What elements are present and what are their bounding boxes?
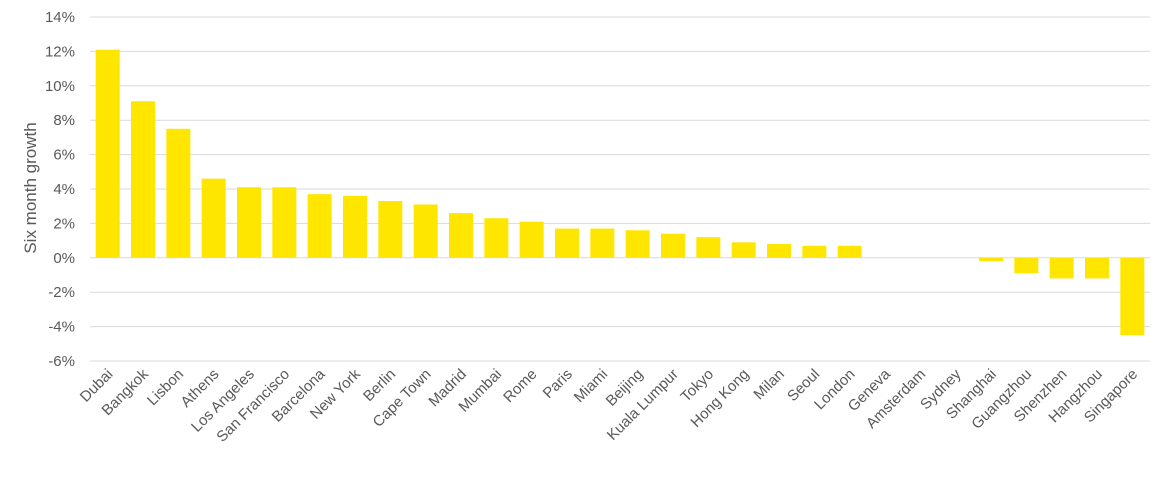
bar-hong-kong <box>731 242 756 258</box>
x-tick-label: Paris <box>540 366 576 402</box>
bar-barcelona <box>307 194 332 258</box>
bar-paris <box>555 228 579 258</box>
gridlines <box>90 16 1150 362</box>
bar-tokyo <box>696 237 721 258</box>
bar-new-york <box>343 195 367 258</box>
bar-cape-town <box>413 204 438 258</box>
y-tick-label: 6% <box>53 147 75 164</box>
y-tick-label: 2% <box>53 215 75 232</box>
y-axis-ticks: -6% -4% -2% 0% 2% 4% 6% 8% 10% 12% 14% <box>45 9 75 370</box>
y-tick-label: 10% <box>45 78 75 95</box>
bar-san-francisco <box>272 187 297 258</box>
y-tick-label: 4% <box>53 181 75 198</box>
bar-dubai <box>95 49 120 258</box>
bar-shanghai <box>979 257 1003 262</box>
y-tick-label: -2% <box>48 284 75 301</box>
bar-bangkok <box>131 101 155 258</box>
bar-madrid <box>449 213 473 258</box>
bar-london <box>837 245 862 258</box>
bar-kuala-lumpur <box>661 233 685 258</box>
bar-lisbon <box>166 128 191 258</box>
bar-milan <box>767 244 791 258</box>
bar-singapore <box>1120 257 1145 336</box>
y-tick-label: -6% <box>48 353 75 370</box>
bars <box>95 49 1145 336</box>
y-tick-label: 14% <box>45 9 75 26</box>
x-tick-label: Milan <box>750 366 787 403</box>
x-tick-label: Rome <box>500 366 540 406</box>
bar-los-angeles <box>237 187 261 258</box>
bar-shenzhen <box>1049 257 1074 279</box>
bar-athens <box>201 178 226 258</box>
bar-miami <box>590 228 615 258</box>
bar-berlin <box>378 201 403 258</box>
y-axis-label: Six month growth <box>21 122 40 253</box>
bar-hangzhou <box>1085 257 1109 279</box>
y-tick-label: 0% <box>53 250 75 267</box>
y-tick-label: 8% <box>53 112 75 129</box>
bar-mumbai <box>484 218 509 258</box>
bar-guangzhou <box>1014 257 1039 274</box>
bar-seoul <box>802 245 827 258</box>
y-tick-label: 12% <box>45 43 75 60</box>
y-tick-label: -4% <box>48 319 75 336</box>
bar-beijing <box>625 230 650 258</box>
bar-rome <box>519 221 544 258</box>
